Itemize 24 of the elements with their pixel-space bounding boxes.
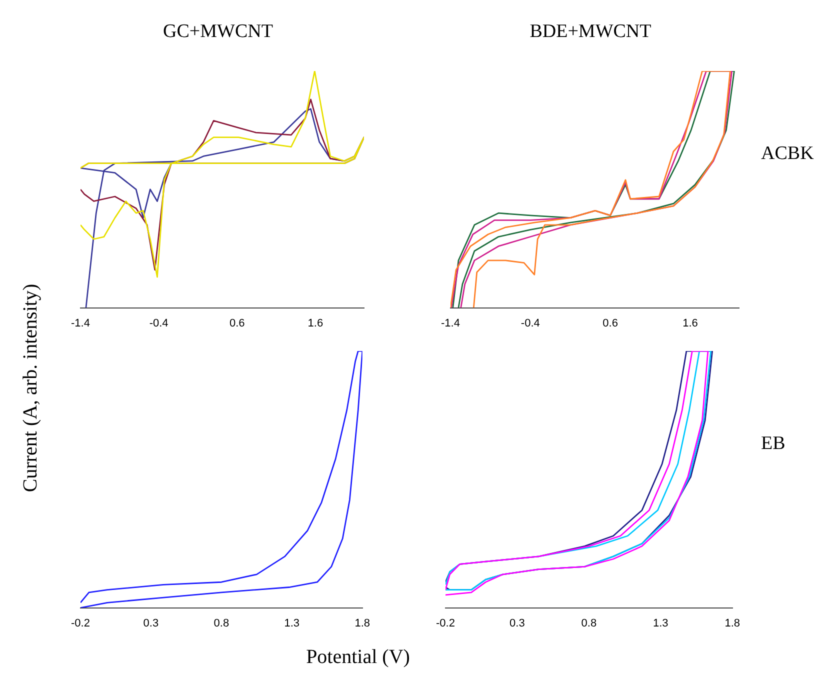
chart-title: GC+MWCNT xyxy=(162,21,274,43)
x-tick-label: 1.6 xyxy=(682,317,698,330)
x-tick-label: 0.8 xyxy=(214,617,230,630)
y-axis-title: Current (A, arb. intensity) xyxy=(20,284,42,492)
x-tick-label: -0.4 xyxy=(520,317,540,330)
x-tick-label: 1.3 xyxy=(284,617,300,630)
x-tick-label: 1.8 xyxy=(354,617,370,630)
x-tick-label: 0.3 xyxy=(510,617,525,630)
x-tick-label: 0.6 xyxy=(229,317,245,330)
x-axis-title: Potential (V) xyxy=(305,646,411,669)
x-tick-label: 1.8 xyxy=(724,617,740,630)
chart-title: BDE+MWCNT xyxy=(528,21,652,43)
x-tick-label: -1.4 xyxy=(70,317,90,330)
x-tick-label: 0.8 xyxy=(581,617,597,630)
x-tick-label: 0.6 xyxy=(602,317,618,330)
x-tick-label: -0.2 xyxy=(436,617,455,630)
y2-axis-title: ACBK xyxy=(761,143,814,165)
x-tick-label: 1.6 xyxy=(308,317,324,330)
x-tick-label: -0.2 xyxy=(70,617,90,630)
x-tick-label: -0.4 xyxy=(149,317,168,330)
x-tick-label: 1.3 xyxy=(652,617,668,630)
x-tick-label: 0.3 xyxy=(143,617,159,630)
x-tick-label: -1.4 xyxy=(440,317,460,330)
y2-axis-title: EB xyxy=(761,433,786,455)
